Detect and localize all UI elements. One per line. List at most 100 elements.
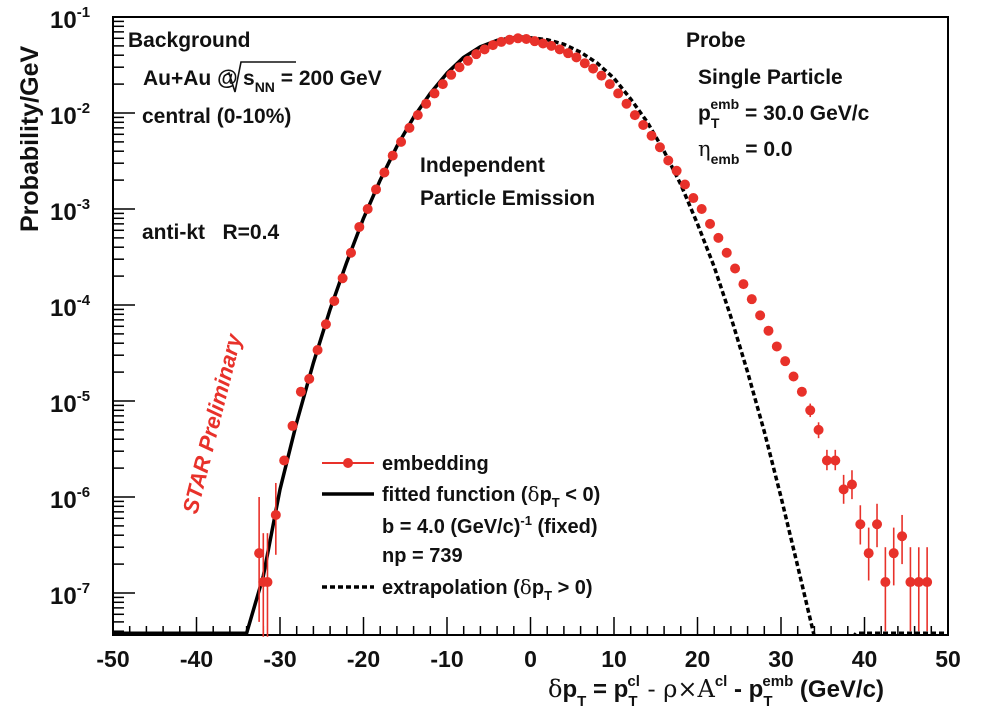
data-point [270,509,281,520]
legend-embedding-label: embedding [382,453,489,475]
data-point [805,405,816,416]
data-point [329,296,340,307]
data-point [671,165,682,176]
data-point [780,356,791,367]
data-point [446,69,457,80]
data-point [813,424,824,435]
model-label-line2: Particle Emission [420,187,595,210]
data-point [579,58,590,69]
sqrt-symbol [223,61,296,93]
data-point [788,371,799,382]
data-point [880,577,891,588]
x-tick-label: -50 [96,646,129,672]
data-point [746,294,757,305]
y-tick-labels: 10-1 10-2 10-3 10-4 10-5 10-6 10-7 [50,4,91,610]
y-tick-label: 10-3 [50,196,90,226]
x-tick-label: 0 [524,646,537,672]
data-point [830,455,841,466]
data-point [596,70,607,81]
data-point [563,48,574,59]
data-point [421,98,432,109]
data-point [713,232,724,243]
data-point [546,40,557,51]
x-tick-label: 40 [852,646,878,672]
legend-extrapolation-label: extrapolation (δpT > 0) [382,575,593,603]
data-point [462,55,473,66]
y-tick-label: 10-4 [50,292,91,322]
data-point [538,38,549,49]
data-point [588,63,599,74]
data-point [304,373,315,384]
data-point [629,110,640,121]
data-point [379,167,390,178]
legend-np-parameter: np = 739 [382,545,463,567]
x-tick-label: 50 [935,646,961,672]
data-point [345,247,356,258]
data-point [838,484,849,495]
data-point [371,184,382,195]
data-point [821,455,832,466]
data-point [604,79,615,90]
data-point [279,455,290,466]
data-point [872,519,883,530]
data-point [663,155,674,166]
data-point [621,98,632,109]
data-point [521,33,532,44]
data-point [846,479,857,490]
x-tick-label: -40 [180,646,213,672]
data-point [755,310,766,321]
x-tick-label: 20 [685,646,711,672]
data-point [529,36,540,47]
data-point [897,531,908,542]
y-tick-label: 10-5 [50,388,90,418]
data-point [922,577,933,588]
data-point [696,204,707,214]
data-point [429,88,440,99]
data-point [679,179,690,190]
y-tick-label: 10-7 [50,580,90,610]
legend-b-parameter: b = 4.0 (GeV/c)-1 (fixed) [382,513,598,538]
data-point [721,247,732,258]
data-point [262,577,273,588]
jet-algorithm: anti-kt R=0.4 [142,221,279,244]
data-point [479,44,490,55]
data-point [312,344,323,355]
x-tick-label: 10 [601,646,627,672]
data-point [638,119,649,130]
star-preliminary-watermark: STAR Preliminary [178,330,247,516]
centrality: central (0-10%) [142,105,291,128]
background-title: Background [128,29,251,52]
y-tick-label: 10-2 [50,100,90,130]
probe-pt: pTemb = 30.0 GeV/c [698,96,870,131]
legend-fit-label: fitted function (δpT < 0) [382,482,600,510]
data-point [905,577,916,588]
x-tick-label: -10 [430,646,463,672]
x-tick-label: -30 [263,646,296,672]
data-point [412,110,423,121]
probe-type: Single Particle [698,66,843,89]
data-point [654,142,665,153]
data-point [763,325,774,336]
collision-system: Au+Au @ [143,67,238,90]
extrapolation-curve [521,35,948,635]
data-point [863,548,874,559]
data-point [387,150,398,161]
data-point [730,263,741,274]
embedding-points [254,33,933,637]
data-point [504,34,515,45]
x-tick-labels: -50 -40 -30 -20 -10 0 10 20 30 40 50 [96,646,960,672]
legend: embedding fitted function (δpT < 0) b = … [322,453,600,603]
data-point [454,62,465,73]
data-point [295,386,306,397]
data-point [337,273,348,284]
data-point [354,221,365,232]
x-tick-label: 30 [768,646,794,672]
x-tick-label: -20 [347,646,380,672]
data-point [796,386,807,397]
data-point [613,88,624,99]
data-point [437,79,448,90]
data-point [487,40,498,51]
data-point [571,52,582,63]
data-point [320,319,331,330]
data-point [512,33,523,44]
